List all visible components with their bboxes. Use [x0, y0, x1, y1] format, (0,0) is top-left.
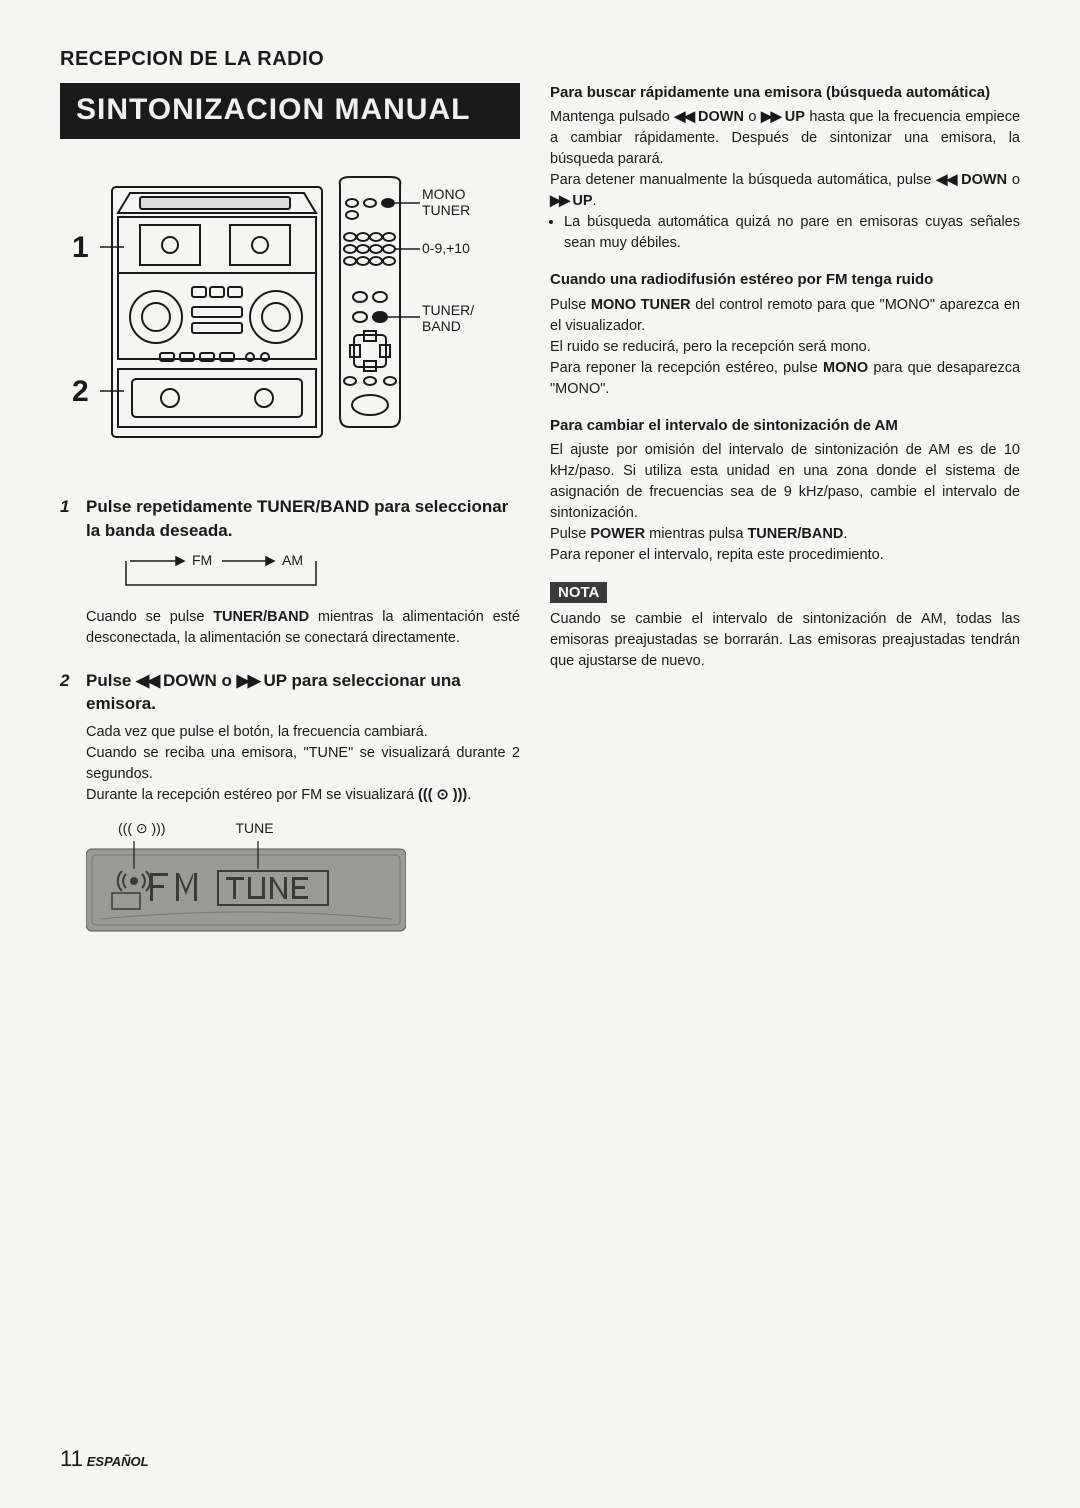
step-2-title: Pulse ◀◀ DOWN o ▶▶ UP para seleccionar u…	[86, 669, 520, 717]
label-mono: MONO	[422, 186, 466, 202]
page-number: 11	[60, 1446, 83, 1471]
subhead-auto-search: Para buscar rápidamente una emisora (bús…	[550, 83, 1020, 103]
callout-2: 2	[72, 375, 89, 408]
svg-text:AM: AM	[282, 553, 303, 568]
label-tunerband2: BAND	[422, 318, 461, 334]
step-1-title: Pulse repetidamente TUNER/BAND para sele…	[86, 495, 520, 543]
step-2-body: Cada vez que pulse el botón, la frecuenc…	[86, 722, 520, 806]
svg-text:FM: FM	[192, 553, 212, 568]
step-1-body: Cuando se pulse TUNER/BAND mientras la a…	[86, 607, 520, 649]
footer: 11 ESPAÑOL	[60, 1446, 149, 1472]
subhead-fm-noise: Cuando una radiodifusión estéreo por FM …	[550, 270, 1020, 290]
nota-block: NOTA Cuando se cambie el intervalo de si…	[550, 582, 1020, 672]
left-column: SINTONIZACION MANUAL	[60, 83, 520, 961]
step-2-number: 2	[60, 669, 76, 717]
bullet-weak-signal: La búsqueda automática quizá no pare en …	[564, 212, 1020, 254]
label-tunerband1: TUNER/	[422, 302, 474, 318]
para-auto-search: Mantenga pulsado ◀◀ DOWN o ▶▶ UP hasta q…	[550, 107, 1020, 254]
tune-label: TUNE	[235, 820, 273, 837]
lcd-display	[86, 841, 406, 936]
label-nums: 0-9,+10	[422, 240, 470, 256]
title-banner: SINTONIZACION MANUAL	[60, 83, 520, 139]
para-fm-noise: Pulse MONO TUNER del control remoto para…	[550, 295, 1020, 400]
block-am-interval: Para cambiar el intervalo de sintonizaci…	[550, 416, 1020, 566]
para-am-interval: El ajuste por omisión del intervalo de s…	[550, 440, 1020, 566]
device-diagram: MONO TUNER 0-9,+10 TUNER/ BAND 1 2	[60, 157, 490, 467]
fm-am-diagram: FM AM	[86, 553, 346, 593]
stereo-indicator-label: ((( ⊙ )))	[118, 820, 165, 837]
nota-body: Cuando se cambie el intervalo de sintoni…	[550, 609, 1020, 672]
content-columns: SINTONIZACION MANUAL	[60, 83, 1020, 961]
label-tuner: TUNER	[422, 202, 470, 218]
section-header: RECEPCION DE LA RADIO	[60, 48, 1020, 71]
nota-label: NOTA	[550, 582, 607, 603]
callout-1: 1	[72, 231, 89, 264]
block-fm-noise: Cuando una radiodifusión estéreo por FM …	[550, 270, 1020, 399]
block-auto-search: Para buscar rápidamente una emisora (bús…	[550, 83, 1020, 254]
subhead-am-interval: Para cambiar el intervalo de sintonizaci…	[550, 416, 1020, 436]
step-1-number: 1	[60, 495, 76, 543]
step-1: 1 Pulse repetidamente TUNER/BAND para se…	[60, 495, 520, 649]
page-language: ESPAÑOL	[87, 1454, 149, 1469]
tune-display-wrap: ((( ⊙ ))) TUNE	[86, 820, 520, 941]
right-column: Para buscar rápidamente una emisora (bús…	[550, 83, 1020, 961]
step-2: 2 Pulse ◀◀ DOWN o ▶▶ UP para seleccionar…	[60, 669, 520, 942]
